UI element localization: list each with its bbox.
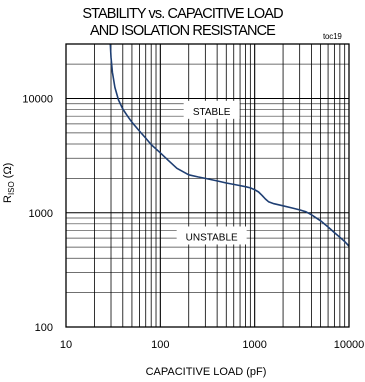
plot-frame bbox=[65, 43, 350, 328]
y-tick-label: 100 bbox=[35, 322, 53, 334]
y-tick-labels: 100 1000 10000 bbox=[22, 94, 53, 334]
series-group bbox=[109, 43, 350, 247]
x-tick-label: 10 bbox=[60, 339, 72, 351]
chart-title-line1: STABILITY vs. CAPACITIVE LOAD bbox=[82, 6, 283, 22]
x-tick-label: 1000 bbox=[242, 339, 266, 351]
chart-title-line2: AND ISOLATION RESISTANCE bbox=[90, 23, 276, 39]
annotation-bg bbox=[183, 100, 240, 119]
x-axis-label: CAPACITIVE LOAD (pF) bbox=[146, 366, 267, 378]
series-line bbox=[109, 43, 350, 247]
x-tick-label: 100 bbox=[151, 339, 169, 351]
y-tick-label: 1000 bbox=[29, 208, 53, 220]
annotations: STABLE UNSTABLE bbox=[176, 100, 247, 245]
annotation-unstable: UNSTABLE bbox=[186, 232, 238, 243]
annotation-stable: STABLE bbox=[193, 107, 231, 118]
y-tick-label: 10000 bbox=[22, 94, 53, 106]
x-tick-label: 10000 bbox=[334, 339, 365, 351]
grid bbox=[66, 44, 349, 327]
figure-tag: toc19 bbox=[323, 32, 342, 41]
annotation-bg bbox=[176, 226, 247, 245]
x-tick-labels: 10 100 1000 10000 bbox=[60, 339, 364, 351]
